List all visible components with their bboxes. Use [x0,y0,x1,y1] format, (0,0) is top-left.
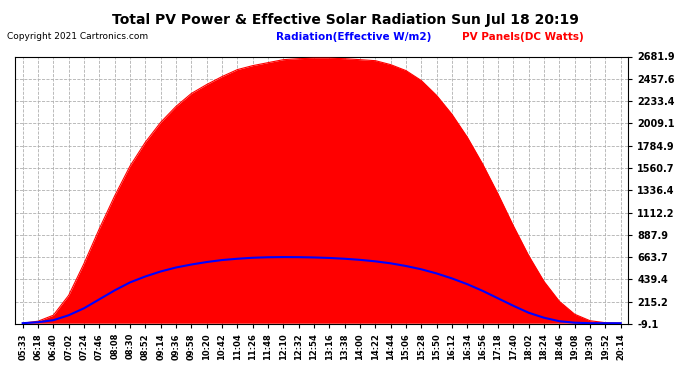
Text: PV Panels(DC Watts): PV Panels(DC Watts) [462,32,584,42]
Text: Radiation(Effective W/m2): Radiation(Effective W/m2) [276,32,431,42]
Text: Total PV Power & Effective Solar Radiation Sun Jul 18 20:19: Total PV Power & Effective Solar Radiati… [112,13,578,27]
Text: Copyright 2021 Cartronics.com: Copyright 2021 Cartronics.com [7,32,148,41]
